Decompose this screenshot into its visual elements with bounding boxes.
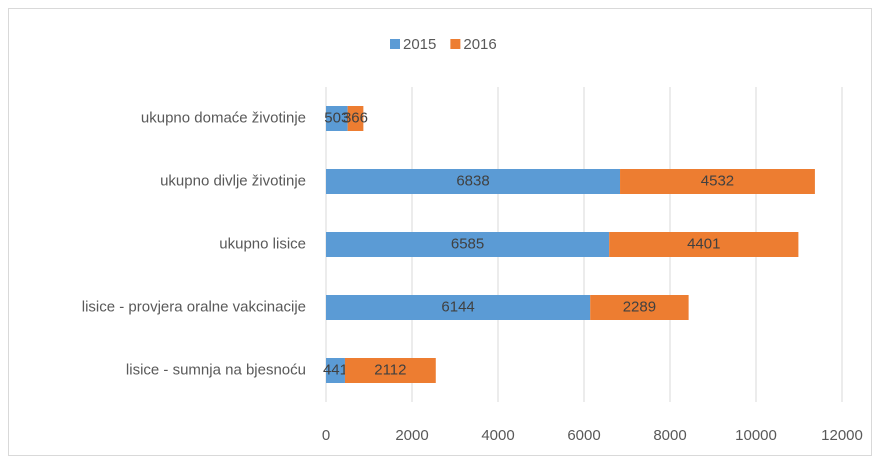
bar bbox=[326, 358, 345, 383]
y-tick-label: ukupno lisice bbox=[219, 235, 306, 252]
data-label: 441 bbox=[323, 361, 348, 378]
legend-swatch bbox=[390, 39, 400, 49]
bar bbox=[590, 295, 689, 320]
data-label: 2112 bbox=[374, 361, 406, 378]
data-label: 503 bbox=[324, 109, 349, 126]
data-label: 6838 bbox=[456, 172, 489, 189]
legend-swatch bbox=[450, 39, 461, 49]
bar bbox=[326, 232, 610, 257]
legend-label: 2015 bbox=[403, 36, 436, 53]
bar bbox=[326, 106, 348, 131]
y-tick-label: lisice - sumnja na bjesnoću bbox=[126, 361, 306, 378]
bar bbox=[326, 295, 591, 320]
bar bbox=[347, 106, 364, 131]
data-label: 366 bbox=[343, 109, 368, 126]
data-label: 4532 bbox=[701, 172, 734, 189]
data-label: 2289 bbox=[623, 298, 656, 315]
data-label: 6144 bbox=[441, 298, 474, 315]
x-tick-label: 10000 bbox=[735, 427, 777, 444]
y-tick-label: ukupno divlje životinje bbox=[160, 172, 306, 189]
x-tick-label: 4000 bbox=[481, 427, 514, 444]
x-tick-label: 8000 bbox=[653, 427, 686, 444]
bar bbox=[609, 232, 799, 257]
y-tick-label: ukupno domaće životinje bbox=[141, 109, 306, 126]
data-label: 6585 bbox=[451, 235, 484, 252]
legend-label: 2016 bbox=[463, 36, 496, 53]
data-label: 4401 bbox=[687, 235, 720, 252]
x-tick-label: 6000 bbox=[567, 427, 600, 444]
bar bbox=[326, 169, 621, 194]
x-tick-label: 0 bbox=[322, 427, 330, 444]
bar bbox=[344, 358, 436, 383]
x-tick-label: 12000 bbox=[821, 427, 863, 444]
bar bbox=[620, 169, 815, 194]
x-tick-label: 2000 bbox=[395, 427, 428, 444]
y-tick-label: lisice - provjera oralne vakcinacije bbox=[82, 298, 306, 315]
